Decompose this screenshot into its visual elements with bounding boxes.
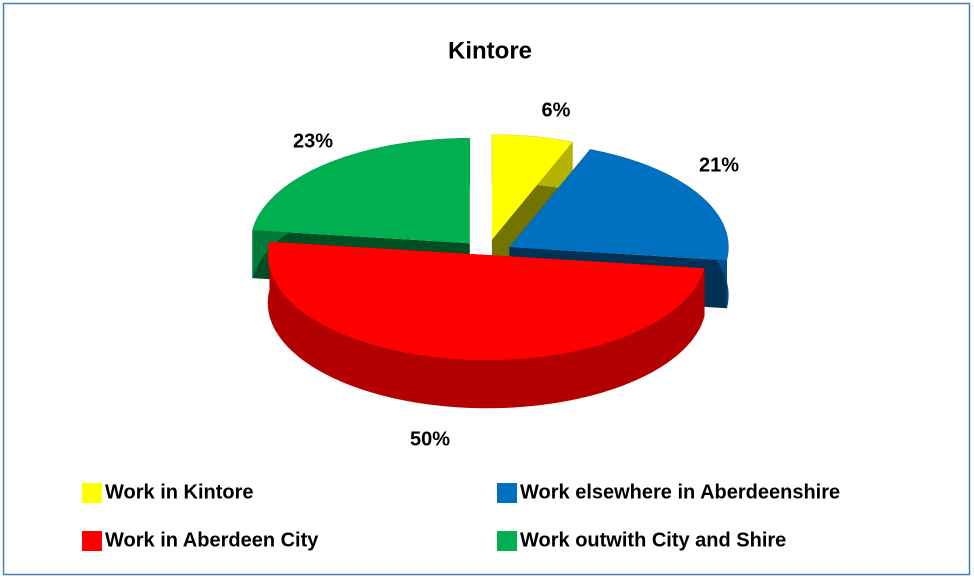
pie-slice-top xyxy=(268,241,705,360)
legend-label: Work in Aberdeen City xyxy=(105,529,319,551)
slice-side xyxy=(267,241,705,409)
legend-swatch xyxy=(497,531,517,551)
legend-swatch xyxy=(82,483,102,503)
pie-slice-top xyxy=(491,134,573,240)
data-label: 50% xyxy=(410,428,450,450)
data-label: 21% xyxy=(699,154,739,176)
pie-slice xyxy=(267,241,705,409)
pie-slice-top xyxy=(252,138,470,244)
chart-title: Kintore xyxy=(448,37,532,64)
pie-slice-top xyxy=(509,149,729,261)
legend-label: Work elsewhere in Aberdeenshire xyxy=(520,481,840,503)
data-label: 23% xyxy=(293,130,333,152)
legend-label: Work outwith City and Shire xyxy=(520,529,786,551)
data-label: 6% xyxy=(542,99,571,121)
legend-label: Work in Kintore xyxy=(105,481,254,503)
legend-swatch xyxy=(497,483,517,503)
legend-swatch xyxy=(82,531,102,551)
